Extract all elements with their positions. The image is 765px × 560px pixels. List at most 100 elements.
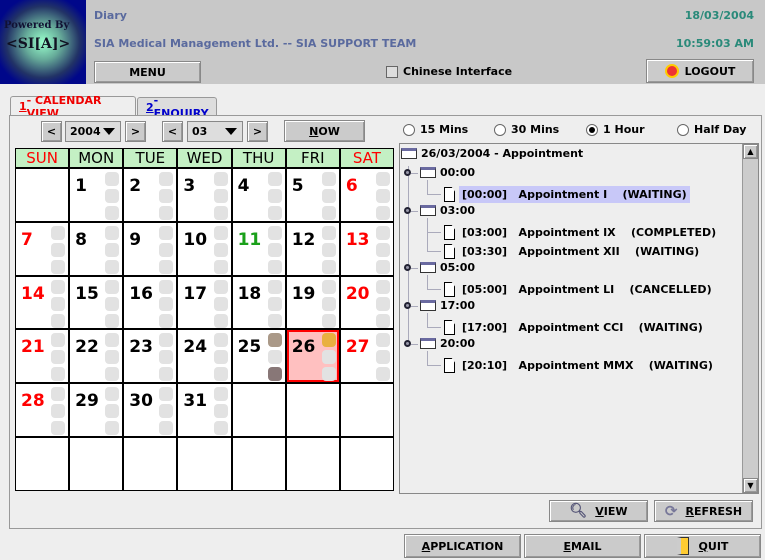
appointment-item[interactable]: [05:00] Appointment LI (CANCELLED) <box>444 281 715 298</box>
appointment-label: [20:10] Appointment MMX (WAITING) <box>462 359 713 372</box>
month-select[interactable]: 03 <box>187 121 243 142</box>
day-cell-23[interactable]: 23 <box>124 330 177 383</box>
scroll-up-icon[interactable]: ▲ <box>743 144 758 159</box>
checkbox-box[interactable] <box>386 65 398 78</box>
tree-connector <box>427 289 441 290</box>
appointment-item[interactable]: [20:10] Appointment MMX (WAITING) <box>444 357 716 374</box>
day-cell-30[interactable]: 30 <box>124 384 177 437</box>
status-icon <box>105 279 120 294</box>
status-icon <box>159 333 174 348</box>
day-cell-6[interactable]: 6 <box>340 169 393 221</box>
tab-enquiry[interactable]: 2 - ENQUIRY <box>137 94 217 120</box>
refresh-button[interactable]: ⟳ REFRESH <box>654 500 753 522</box>
day-cell-5[interactable]: 5 <box>286 169 339 221</box>
day-cell-21[interactable]: 21 <box>16 330 69 383</box>
day-cell-22[interactable]: 22 <box>70 330 123 383</box>
logout-button[interactable]: LOGOUT <box>646 59 754 83</box>
appointment-item[interactable]: [00:00] Appointment I (WAITING) <box>444 186 690 203</box>
expand-toggle-icon[interactable] <box>404 264 411 271</box>
day-cell-2[interactable]: 2 <box>124 169 177 221</box>
tree-group-20:00[interactable]: 20:00 <box>420 337 475 350</box>
radio-button[interactable] <box>677 123 689 136</box>
day-cell-25[interactable]: 25 <box>232 330 285 383</box>
document-icon <box>444 225 455 240</box>
pet-icon <box>267 296 282 311</box>
next-month-button[interactable]: > <box>247 121 268 142</box>
scroll-down-icon[interactable]: ▼ <box>743 478 758 493</box>
day-cell-13[interactable]: 13 <box>340 222 393 275</box>
day-cell-8[interactable]: 8 <box>70 222 123 275</box>
day-cell-17[interactable]: 17 <box>178 276 231 329</box>
chinese-interface-checkbox[interactable]: Chinese Interface <box>386 65 512 78</box>
day-cell-28[interactable]: 28 <box>16 384 69 437</box>
day-cell-20[interactable]: 20 <box>340 276 393 329</box>
day-cell-12[interactable]: 12 <box>286 222 339 275</box>
pet-icon <box>105 242 120 257</box>
tree-group-05:00[interactable]: 05:00 <box>420 261 475 274</box>
day-cell-31[interactable]: 31 <box>178 384 231 437</box>
year-select[interactable]: 2004 <box>65 121 121 142</box>
expand-toggle-icon[interactable] <box>404 169 411 176</box>
pet-icon <box>51 242 66 257</box>
day-cell-16[interactable]: 16 <box>124 276 177 329</box>
tree-group-00:00[interactable]: 00:00 <box>420 166 475 179</box>
tab-calendar-view[interactable]: 1 - CALENDAR VIEW <box>10 94 136 120</box>
day-cell-7[interactable]: 7 <box>16 222 69 275</box>
day-cell-3[interactable]: 3 <box>178 169 231 221</box>
quit-button[interactable]: QUIT <box>644 534 761 558</box>
next-year-button[interactable]: > <box>125 121 146 142</box>
note-icon <box>375 259 390 274</box>
interval-radio-15-mins[interactable]: 15 Mins <box>403 123 468 136</box>
day-cell-27[interactable]: 27 <box>340 330 393 383</box>
day-cell-1[interactable]: 1 <box>70 169 123 221</box>
pet-icon <box>321 242 336 257</box>
prev-year-button[interactable]: < <box>41 121 62 142</box>
day-cell-4[interactable]: 4 <box>232 169 285 221</box>
weekday-header-sat: SAT <box>340 149 393 167</box>
radio-button[interactable] <box>586 123 598 136</box>
day-cell-14[interactable]: 14 <box>16 276 69 329</box>
note-icon <box>321 313 336 328</box>
day-cell-26[interactable]: 26 <box>286 330 339 383</box>
radio-button[interactable] <box>494 123 506 136</box>
status-icon <box>375 279 390 294</box>
expand-toggle-icon[interactable] <box>404 340 411 347</box>
application-button[interactable]: A PPLICATION <box>404 534 521 558</box>
appointment-item[interactable]: [03:00] Appointment IX (COMPLETED) <box>444 224 719 241</box>
note-icon <box>105 206 120 220</box>
menu-button[interactable]: MENU <box>94 61 201 83</box>
tree-group-03:00[interactable]: 03:00 <box>420 204 475 217</box>
day-cell-18[interactable]: 18 <box>232 276 285 329</box>
appointment-item[interactable]: [03:30] Appointment XII (WAITING) <box>444 243 702 260</box>
tree-scrollbar[interactable]: ▲ ▼ <box>742 144 758 493</box>
interval-radio-30-mins[interactable]: 30 Mins <box>494 123 559 136</box>
org-name: SIA Medical Management Ltd. -- SIA SUPPO… <box>94 37 417 50</box>
prev-month-button[interactable]: < <box>162 121 183 142</box>
day-cell-19[interactable]: 19 <box>286 276 339 329</box>
day-cell-24[interactable]: 24 <box>178 330 231 383</box>
document-icon <box>444 320 455 335</box>
tree-connector <box>427 365 441 366</box>
appointment-label: [03:00] Appointment IX (COMPLETED) <box>462 226 717 239</box>
sia-logo: Powered By <SI[A]> <box>0 0 86 84</box>
folder-icon <box>420 205 436 216</box>
email-button[interactable]: E MAIL <box>524 534 641 558</box>
tree-root[interactable]: 26/03/2004 - Appointment <box>401 147 583 160</box>
tree-connector <box>411 306 418 307</box>
expand-toggle-icon[interactable] <box>404 302 411 309</box>
radio-button[interactable] <box>403 123 415 136</box>
interval-radio-half-day[interactable]: Half Day <box>677 123 746 136</box>
tree-group-17:00[interactable]: 17:00 <box>420 299 475 312</box>
day-cell-29[interactable]: 29 <box>70 384 123 437</box>
day-cell-15[interactable]: 15 <box>70 276 123 329</box>
expand-toggle-icon[interactable] <box>404 207 411 214</box>
day-cell-11[interactable]: 11 <box>232 222 285 275</box>
status-icon <box>51 225 66 240</box>
now-button[interactable]: N OW <box>284 120 365 142</box>
interval-radio-1-hour[interactable]: 1 Hour <box>586 123 645 136</box>
day-cell-10[interactable]: 10 <box>178 222 231 275</box>
day-cell-9[interactable]: 9 <box>124 222 177 275</box>
view-button[interactable]: 🔍︎ VIEW <box>549 500 648 522</box>
tree-connector <box>411 211 418 212</box>
appointment-item[interactable]: [17:00] Appointment CCI (WAITING) <box>444 319 706 336</box>
